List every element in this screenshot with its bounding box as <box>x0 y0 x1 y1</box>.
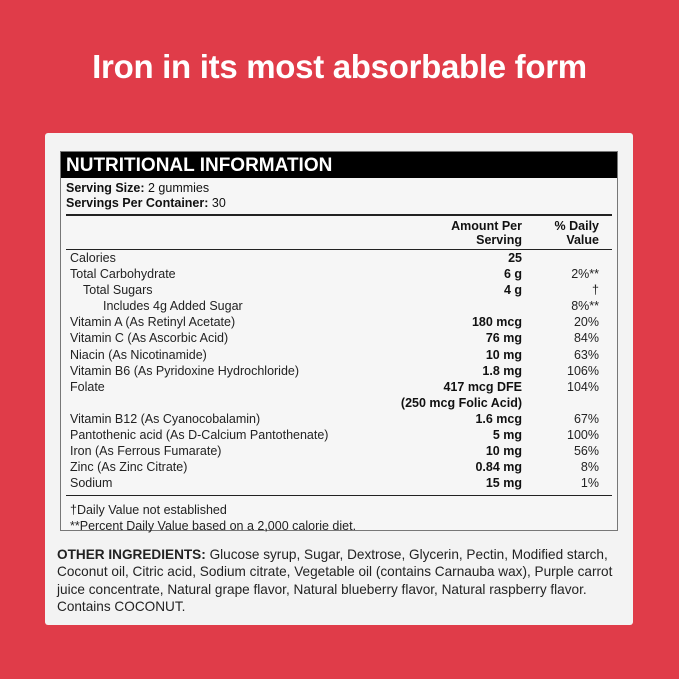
divider <box>66 495 612 497</box>
nutrient-daily-value: 84% <box>573 331 599 346</box>
nutrient-amount: 180 mcg <box>471 315 522 330</box>
divider <box>66 214 612 216</box>
nutrient-amount: 1.6 mcg <box>475 411 522 426</box>
nutrient-name: Pantothenic acid (As D-Calcium Pantothen… <box>70 428 329 443</box>
nutrient-name: Calories <box>70 251 116 265</box>
amount-header: Amount Per Serving <box>451 219 522 247</box>
nutrient-amount <box>372 298 522 314</box>
nutrient-row: Sodium 15 mg 1% <box>61 475 617 491</box>
nutrient-row: Vitamin A (As Retinyl Acetate) 180 mcg 20% <box>61 314 617 330</box>
nutrient-row: Total Sugars 4 g † <box>61 282 617 298</box>
nutrient-row: Calories 25 <box>61 250 617 266</box>
nutrient-row: Total Carbohydrate 6 g 2%** <box>61 266 617 282</box>
nutrient-daily-value <box>522 395 617 411</box>
nutrient-name <box>70 395 372 411</box>
nutrient-amount: 417 mcg DFE <box>443 379 522 394</box>
nutrient-amount: 0.84 mg <box>475 460 522 475</box>
nutrient-daily-value: 104% <box>567 379 599 394</box>
nutrient-row: Iron (As Ferrous Fumarate) 10 mg 56% <box>61 443 617 459</box>
nutrient-name: Vitamin B6 (As Pyridoxine Hydrochloride) <box>70 363 300 378</box>
nutrient-row: Vitamin B6 (As Pyridoxine Hydrochloride)… <box>61 363 617 379</box>
nutrient-row: Pantothenic acid (As D-Calcium Pantothen… <box>61 427 617 443</box>
nutrient-name: Iron (As Ferrous Fumarate) <box>70 444 222 459</box>
nutrient-amount: 4 g <box>503 283 522 298</box>
servings-value: 30 <box>211 196 226 210</box>
nutrient-row: Niacin (As Nicotinamide) 10 mg 63% <box>61 347 617 363</box>
nutrition-panel: NUTRITIONAL INFORMATION Serving Size: 2 … <box>60 151 618 534</box>
nutrient-amount: 5 mg <box>492 428 522 443</box>
headline: Iron in its most absorbable form <box>92 48 587 85</box>
nutrient-amount: (250 mcg Folic Acid) <box>400 395 522 410</box>
nutrient-amount: 6 g <box>503 267 522 282</box>
other-ingredients: OTHER INGREDIENTS: Glucose syrup, Sugar,… <box>57 546 627 615</box>
nutrient-daily-value: 100% <box>567 428 599 443</box>
nutrient-name: Total Sugars <box>83 283 153 298</box>
nutrient-daily-value: 63% <box>573 347 599 362</box>
nutrient-name: Vitamin C (As Ascorbic Acid) <box>70 331 229 346</box>
product-card: NUTRITIONAL INFORMATION Serving Size: 2 … <box>45 133 633 625</box>
nutrient-amount: 15 mg <box>485 476 522 491</box>
ingredients-text: Glucose syrup, Sugar, Dextrose, Glycerin… <box>57 547 613 614</box>
servings-label: Servings Per Container: <box>66 196 209 210</box>
nutrient-row: Includes 4g Added Sugar 8%** <box>61 298 617 314</box>
nutrient-amount: 10 mg <box>485 444 522 459</box>
nutrient-daily-value: 8%** <box>571 299 599 314</box>
nutrient-row: Folate 417 mcg DFE 104% <box>61 379 617 395</box>
column-headers: Amount Per Serving % Daily Value <box>61 216 617 249</box>
nutrient-daily-value: 106% <box>567 363 599 378</box>
nutrient-name: Includes 4g Added Sugar <box>103 299 243 314</box>
nutrient-name: Zinc (As Zinc Citrate) <box>70 460 188 475</box>
nutrient-daily-value: † <box>592 283 599 298</box>
nutrient-amount: 25 <box>508 251 522 265</box>
nutrient-name: Vitamin B12 (As Cyanocobalamin) <box>70 411 261 426</box>
serving-size-value: 2 gummies <box>147 181 210 195</box>
nutrient-rows: Calories 25 Total Carbohydrate 6 g 2%** Total… <box>61 250 617 491</box>
nutrient-name: Sodium <box>70 476 113 491</box>
nutrient-daily-value: 2%** <box>571 267 599 282</box>
nutrient-amount: 10 mg <box>485 347 522 362</box>
nutrient-daily-value: 67% <box>573 411 599 426</box>
panel-title: NUTRITIONAL INFORMATION <box>61 152 617 178</box>
nutrient-row: Zinc (As Zinc Citrate) 0.84 mg 8% <box>61 459 617 475</box>
nutrient-amount: 1.8 mg <box>482 363 522 378</box>
footnotes: †Daily Value not established **Percent D… <box>61 496 617 534</box>
footnote-percent: **Percent Daily Value based on a 2,000 c… <box>70 519 357 534</box>
nutrient-daily-value: 20% <box>573 315 599 330</box>
nutrient-row: Vitamin C (As Ascorbic Acid) 76 mg 84% <box>61 330 617 346</box>
nutrient-row: (250 mcg Folic Acid) <box>61 395 617 411</box>
serving-info: Serving Size: 2 gummies Servings Per Con… <box>61 178 617 211</box>
nutrient-daily-value: 56% <box>573 444 599 459</box>
divider <box>66 249 612 250</box>
footnote-dagger: †Daily Value not established <box>70 503 227 518</box>
nutrient-row: Vitamin B12 (As Cyanocobalamin) 1.6 mcg 67… <box>61 411 617 427</box>
daily-value-header: % Daily Value <box>554 219 599 247</box>
nutrient-amount: 76 mg <box>485 331 522 346</box>
nutrient-name: Folate <box>70 379 105 394</box>
nutrient-daily-value <box>522 250 617 266</box>
nutrient-name: Vitamin A (As Retinyl Acetate) <box>70 315 236 330</box>
nutrient-name: Total Carbohydrate <box>70 267 176 282</box>
serving-size-label: Serving Size: <box>66 181 145 195</box>
ingredients-label: OTHER INGREDIENTS: <box>57 547 206 562</box>
nutrient-daily-value: 1% <box>580 476 599 491</box>
nutrient-name: Niacin (As Nicotinamide) <box>70 347 207 362</box>
nutrient-daily-value: 8% <box>580 460 599 475</box>
